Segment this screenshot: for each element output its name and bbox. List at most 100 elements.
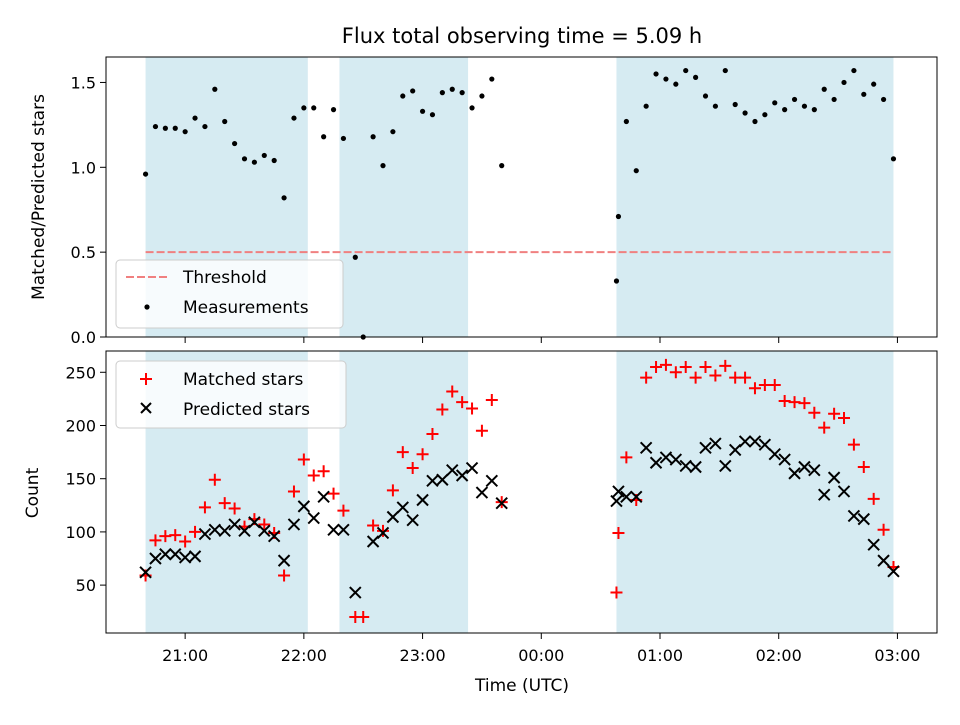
- predicted-star-point: [877, 554, 890, 567]
- predicted-star-point: [386, 510, 400, 524]
- top-y-tick-label: 0.0: [71, 328, 96, 347]
- measurement-point: [152, 123, 159, 130]
- top-y-tick-label: 1.5: [71, 73, 96, 92]
- predicted-star-point: [426, 474, 439, 488]
- measurement-point: [281, 195, 287, 201]
- legend-predicted-label: Predicted stars: [183, 400, 310, 420]
- matched-star-point: [278, 569, 291, 582]
- predicted-star-point: [455, 469, 469, 482]
- measurement-point: [633, 168, 639, 174]
- measurement-point: [370, 134, 376, 140]
- legend-measurements-swatch: [144, 304, 150, 310]
- predicted-star-point: [709, 437, 722, 450]
- predicted-star-point: [218, 524, 231, 538]
- measurement-point: [439, 90, 445, 96]
- measurement-point: [241, 156, 248, 162]
- bottom-y-ticks: 50 100 150 200 250: [65, 363, 106, 595]
- predicted-star-point: [768, 448, 781, 461]
- measurement-point: [419, 108, 426, 114]
- predicted-star-point: [827, 471, 841, 484]
- x-tick-label: 01:00: [637, 646, 683, 665]
- x-tick-label: 03:00: [874, 646, 920, 665]
- top-shaded-intervals: [145, 57, 894, 337]
- predicted-star-point: [396, 501, 409, 514]
- top-y-ticks: 0.0 0.5 1.0 1.5: [71, 73, 106, 347]
- predicted-star-point: [188, 550, 202, 563]
- predicted-star-point: [139, 566, 152, 579]
- matched-star-point: [426, 428, 439, 441]
- matched-star-point: [485, 393, 498, 406]
- measurement-point: [499, 163, 505, 169]
- predicted-star-point: [659, 451, 673, 464]
- top-legend: Threshold Measurements: [115, 259, 344, 329]
- measurement-point: [693, 74, 699, 80]
- bottom-shaded-interval: [339, 351, 469, 633]
- measurement-point: [261, 152, 267, 159]
- matched-star-point: [689, 371, 702, 384]
- matched-star-point: [867, 492, 880, 505]
- predicted-star-point: [446, 463, 459, 477]
- measurement-point: [449, 86, 455, 92]
- predicted-star-point: [337, 523, 350, 536]
- bottom-legend: Matched stars Predicted stars: [115, 360, 347, 429]
- measurement-point: [142, 171, 149, 177]
- matched-star-point: [456, 396, 469, 409]
- measurement-point: [861, 91, 867, 97]
- predicted-star-point: [630, 490, 643, 503]
- predicted-star-point: [689, 460, 702, 474]
- predicted-star-point: [887, 565, 900, 578]
- matched-star-point: [327, 487, 340, 500]
- x-tick-label: 21:00: [162, 646, 208, 665]
- predicted-star-point: [649, 456, 663, 469]
- measurement-points: [142, 67, 897, 340]
- measurement-point: [182, 129, 188, 135]
- measurement-point: [623, 118, 629, 125]
- predicted-star-point: [485, 474, 499, 488]
- measurement-point: [722, 67, 728, 74]
- measurement-point: [489, 76, 495, 82]
- x-tick-label: 23:00: [400, 646, 446, 665]
- predicted-star-point: [287, 518, 301, 531]
- matched-star-point: [297, 453, 310, 466]
- predicted-star-point: [837, 485, 851, 498]
- chart-title: Flux total observing time = 5.09 h: [342, 24, 702, 48]
- matched-star-point: [446, 385, 459, 398]
- predicted-star-point: [307, 511, 320, 525]
- measurement-point: [232, 140, 238, 147]
- predicted-star-point: [349, 586, 362, 599]
- matched-star-point: [377, 524, 389, 537]
- predicted-star-point: [208, 523, 222, 536]
- top-shaded-interval: [339, 57, 469, 337]
- bottom-shaded-interval: [616, 351, 894, 633]
- predicted-star-point: [738, 435, 752, 448]
- matched-star-point: [475, 424, 488, 437]
- matched-star-point: [699, 360, 712, 373]
- matched-star-point: [808, 406, 821, 419]
- measurement-point: [762, 112, 768, 118]
- measurement-point: [162, 125, 168, 131]
- matched-star-point: [620, 451, 633, 464]
- bottom-axes-frame: [105, 350, 938, 634]
- measurement-point: [732, 101, 738, 108]
- top-y-tick-label: 1.0: [71, 158, 96, 177]
- bottom-y-axis-label: Count: [23, 467, 43, 518]
- predicted-star-point: [169, 548, 182, 561]
- matched-star-point: [208, 473, 221, 486]
- legend-predicted-swatch: [140, 402, 152, 414]
- predicted-star-point: [612, 485, 625, 498]
- measurement-point: [311, 105, 317, 111]
- legend-threshold-label: Threshold: [182, 268, 267, 288]
- matched-star-point: [739, 371, 752, 384]
- measurement-point: [683, 67, 689, 74]
- matched-star-point: [778, 395, 791, 408]
- measurement-point: [251, 159, 257, 165]
- matched-star-point: [159, 530, 172, 543]
- measurement-point: [782, 107, 788, 113]
- predicted-star-point: [788, 467, 801, 480]
- matched-star-point: [679, 360, 692, 373]
- measurement-point: [673, 81, 679, 87]
- predicted-star-point: [778, 453, 791, 466]
- matched-star-point: [669, 366, 682, 379]
- measurement-point: [380, 163, 386, 169]
- matched-star-point: [357, 611, 370, 624]
